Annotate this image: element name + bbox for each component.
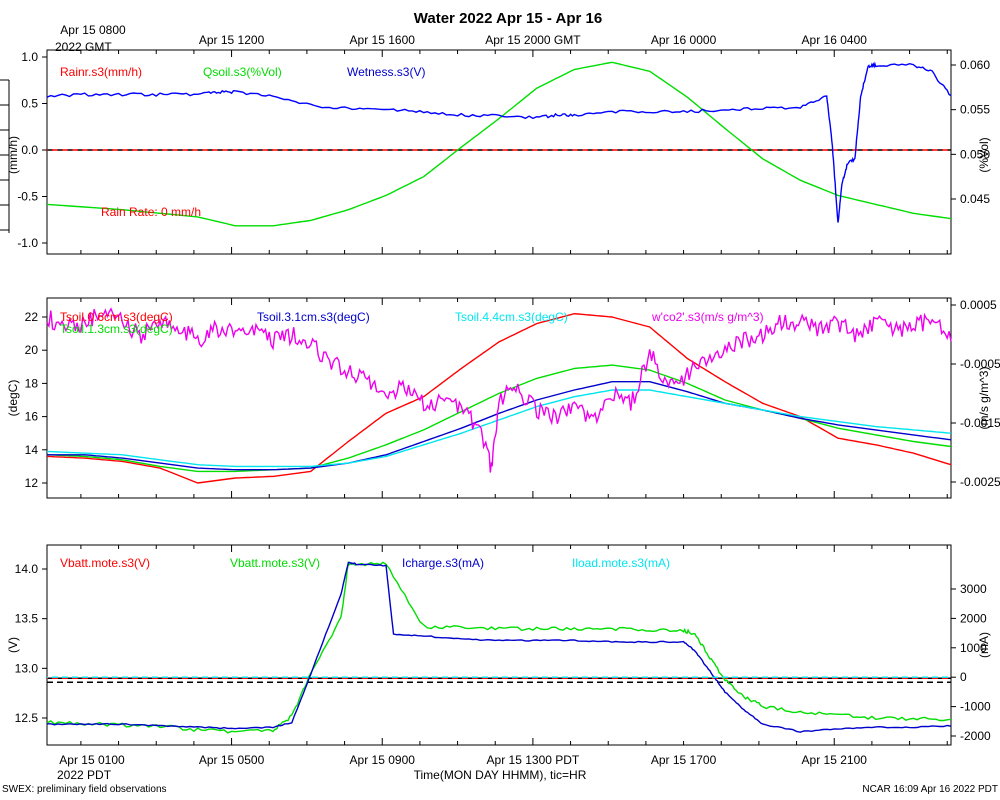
panel-battery: 14.0 13.5 13.0 12.5 3000 2000 1000 0 -1000 -2000… bbox=[6, 544, 991, 746]
series-line bbox=[46, 307, 952, 473]
legend-vbatt-red: Vbatt.mote.s3(V) bbox=[60, 556, 150, 570]
y2-tick-label: 0.060 bbox=[960, 58, 990, 72]
x-axis-label: Time(MON DAY HHMM), tic=HR bbox=[414, 768, 587, 782]
panel-battery-ylabel: (V) bbox=[6, 637, 20, 653]
legend-tsoil-3-1: Tsoil.3.1cm.s3(degC) bbox=[257, 310, 370, 324]
panel-battery-right-axis: 3000 2000 1000 0 -1000 -2000 bbox=[951, 582, 991, 743]
series-line bbox=[47, 381, 952, 471]
panel-soil-series bbox=[46, 307, 952, 484]
panel-water-right-axis: 0.060 0.055 0.050 0.045 bbox=[951, 58, 990, 206]
y2-tick-label: 0.050 bbox=[960, 147, 990, 161]
footer-right: NCAR 16:09 Apr 16 2022 PDT bbox=[862, 784, 998, 795]
top-axis-ticks: Apr 15 0800 Apr 15 1200 Apr 15 1600 Apr 15 … bbox=[60, 23, 867, 47]
legend-tsoil-1-3: Tsoil.1.3cm.s3(degC) bbox=[60, 322, 173, 336]
legend-wetness: Wetness.s3(V) bbox=[347, 65, 425, 79]
legend-tsoil-4-4: Tsoil.4.4cm.s3(degC) bbox=[455, 310, 568, 324]
panel-water-frame bbox=[46, 49, 952, 255]
panel-water-left-axis: 1.0 0.5 0.0 -0.5 -1.0 bbox=[17, 50, 47, 250]
panel-water-ylabel: (mm/h) bbox=[6, 136, 20, 174]
left-edge-marks bbox=[0, 79, 10, 233]
panel-soil-time-ticks bbox=[80, 298, 948, 498]
legend-tsoil-0-6: Tsoil.0.6cm.s3(degC) bbox=[60, 310, 173, 324]
y-tick-label: 12.5 bbox=[15, 711, 39, 725]
y2-tick-label: 3000 bbox=[960, 582, 987, 596]
y-tick-label: -1.0 bbox=[17, 236, 38, 250]
y2-tick-label: -0.0015 bbox=[960, 416, 1000, 430]
legend-wco2: w'co2'.s3(m/s g/m^3) bbox=[651, 310, 764, 324]
y-tick-label: 13.5 bbox=[15, 612, 39, 626]
y2-tick-label: 0.0005 bbox=[960, 298, 997, 312]
panel-soil-left-axis: 22 20 18 16 14 12 bbox=[25, 310, 47, 490]
bottom-tick-label: Apr 15 0100 bbox=[59, 753, 125, 767]
footer-left: SWEX: preliminary field observations bbox=[2, 784, 167, 795]
panel-water-time-ticks bbox=[80, 50, 948, 254]
y-tick-label: 18 bbox=[25, 376, 39, 390]
series-line bbox=[46, 560, 952, 734]
top-tick-label: Apr 15 1200 bbox=[199, 33, 265, 47]
panel-battery-y2label: (mA) bbox=[977, 632, 991, 658]
bottom-tick-label: Apr 15 0900 bbox=[350, 753, 416, 767]
rain-rate-annotation: Rain Rate: 0 mm/h bbox=[101, 205, 201, 219]
y-tick-label: -0.5 bbox=[17, 190, 38, 204]
y-tick-label: 20 bbox=[25, 343, 39, 357]
y2-tick-label: 0 bbox=[960, 670, 967, 684]
panel-battery-left-axis: 14.0 13.5 13.0 12.5 bbox=[15, 562, 47, 725]
panel-battery-time-ticks bbox=[80, 545, 948, 745]
top-tick-label: Apr 16 0000 bbox=[651, 33, 717, 47]
panel-soil-ylabel: (degC) bbox=[6, 380, 20, 417]
top-tz-label: 2022 GMT bbox=[55, 40, 112, 54]
y-tick-label: 14 bbox=[25, 443, 39, 457]
panel-soil-right-axis: 0.0005 -0.0005 -0.0015 -0.0025 bbox=[951, 298, 1000, 489]
legend-icharge: Icharge.s3(mA) bbox=[402, 556, 484, 570]
panel-water-y2label: (%Vol) bbox=[977, 137, 991, 172]
series-line bbox=[47, 561, 952, 733]
panel-battery-series bbox=[46, 560, 952, 734]
bottom-tick-label: Apr 15 0500 bbox=[199, 753, 265, 767]
y-tick-label: 0.0 bbox=[21, 143, 38, 157]
legend-rainr: Rainr.s3(mm/h) bbox=[60, 65, 142, 79]
y2-tick-label: 1000 bbox=[960, 641, 987, 655]
y2-tick-label: 2000 bbox=[960, 611, 987, 625]
y2-tick-label: 0.045 bbox=[960, 192, 990, 206]
y-tick-label: 1.0 bbox=[21, 50, 38, 64]
chart-title: Water 2022 Apr 15 - Apr 16 bbox=[414, 10, 602, 27]
panel-battery-frame bbox=[46, 544, 952, 746]
panel-water-series bbox=[46, 61, 952, 227]
panel-soil-y2label: (m/s g/m^3) bbox=[977, 367, 991, 430]
panel-soil-temperature: 22 20 18 16 14 12 0.0005 -0.0005 -0.0015 -0.0025… bbox=[6, 297, 1000, 683]
legend-qsoil: Qsoil.s3(%Vol) bbox=[203, 65, 282, 79]
series-line bbox=[46, 389, 952, 468]
y-tick-label: 16 bbox=[25, 410, 39, 424]
legend-vbatt-green: Vbatt.mote.s3(V) bbox=[230, 556, 320, 570]
bottom-tz-label: 2022 PDT bbox=[57, 768, 112, 782]
legend-iload: Iload.mote.s3(mA) bbox=[572, 556, 670, 570]
bottom-tick-label: Apr 15 1700 bbox=[651, 753, 717, 767]
y-tick-label: 13.0 bbox=[15, 661, 39, 675]
y2-tick-label: -0.0025 bbox=[960, 475, 1000, 489]
panel-water: 1.0 0.5 0.0 -0.5 -1.0 0.060 0.055 0.050 0.045 (… bbox=[6, 49, 991, 255]
series-line bbox=[46, 61, 952, 223]
y2-tick-label: -2000 bbox=[960, 729, 991, 743]
top-tick-label: Apr 15 0800 bbox=[60, 23, 126, 37]
y-tick-label: 14.0 bbox=[15, 562, 39, 576]
y2-tick-label: -0.0005 bbox=[960, 357, 1000, 371]
y-tick-label: 12 bbox=[25, 476, 39, 490]
bottom-axis-ticks: Apr 15 0100 Apr 15 0500 Apr 15 0900 Apr 15 … bbox=[59, 753, 867, 767]
bottom-tick-label: Apr 15 1300 PDT bbox=[487, 753, 580, 767]
top-tick-label: Apr 15 2000 GMT bbox=[485, 33, 581, 47]
y-tick-label: 0.5 bbox=[21, 97, 38, 111]
y2-tick-label: -1000 bbox=[960, 700, 991, 714]
series-line bbox=[46, 61, 952, 227]
top-tick-label: Apr 16 0400 bbox=[802, 33, 868, 47]
panel-soil-frame bbox=[46, 297, 952, 499]
top-tick-label: Apr 15 1600 bbox=[350, 33, 416, 47]
y2-tick-label: 0.055 bbox=[960, 103, 990, 117]
bottom-tick-label: Apr 15 2100 bbox=[802, 753, 868, 767]
y-tick-label: 22 bbox=[25, 310, 39, 324]
